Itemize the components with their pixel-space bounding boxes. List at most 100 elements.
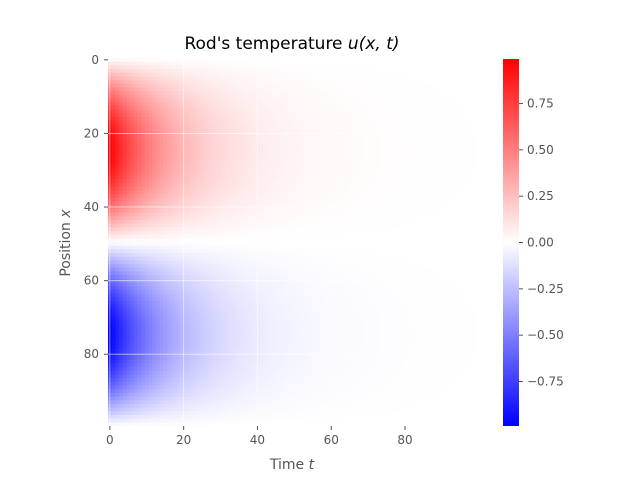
heatmap-cell xyxy=(137,194,142,199)
heatmap-cell xyxy=(266,300,271,305)
heatmap-cell xyxy=(137,256,142,261)
heatmap-cell xyxy=(259,153,264,158)
heatmap-cell xyxy=(251,216,256,221)
heatmap-cell xyxy=(285,61,290,66)
heatmap-cell xyxy=(270,76,275,81)
heatmap-cell xyxy=(262,212,268,217)
heatmap-cell xyxy=(178,194,183,199)
heatmap-cell xyxy=(270,124,275,129)
heatmap-cell xyxy=(130,356,135,361)
heatmap-cell xyxy=(141,98,146,103)
heatmap-cell xyxy=(288,83,293,88)
heatmap-cell xyxy=(244,385,249,390)
heatmap-cell xyxy=(192,356,197,361)
heatmap-cell xyxy=(133,418,138,423)
heatmap-cell xyxy=(115,348,120,353)
heatmap-cell xyxy=(203,109,209,114)
heatmap-cell xyxy=(229,378,234,383)
heatmap-cell xyxy=(133,157,138,162)
heatmap-cell xyxy=(262,348,268,353)
heatmap-cell xyxy=(163,322,168,328)
heatmap-cell xyxy=(137,385,142,390)
heatmap-cell xyxy=(148,326,153,331)
heatmap-cell xyxy=(196,219,201,224)
heatmap-cell xyxy=(207,190,212,195)
heatmap-cell xyxy=(270,194,275,199)
heatmap-cell xyxy=(285,138,290,144)
heatmap-cell xyxy=(251,293,256,298)
heatmap-cell xyxy=(111,201,116,206)
heatmap-cell xyxy=(233,400,238,405)
heatmap-cell xyxy=(152,330,157,335)
heatmap-cell xyxy=(192,91,197,96)
heatmap-cell xyxy=(218,264,223,269)
heatmap-cell xyxy=(226,124,231,129)
heatmap-cell xyxy=(200,289,205,294)
heatmap-cell xyxy=(196,216,201,221)
heatmap-cell xyxy=(229,345,234,350)
heatmap-cell xyxy=(178,345,183,350)
heatmap-cell xyxy=(148,87,153,92)
heatmap-cell xyxy=(222,378,227,383)
heatmap-cell xyxy=(163,403,168,408)
heatmap-cell xyxy=(262,260,268,265)
heatmap-cell xyxy=(155,179,161,184)
heatmap-cell xyxy=(192,61,197,66)
heatmap-cell xyxy=(266,227,271,232)
heatmap-cell xyxy=(277,242,282,247)
heatmap-cell xyxy=(126,157,131,162)
heatmap-cell xyxy=(211,138,216,144)
heatmap-cell xyxy=(222,65,227,70)
heatmap-cell xyxy=(170,414,175,420)
heatmap-cell xyxy=(266,374,271,379)
heatmap-cell xyxy=(152,359,157,364)
heatmap-cell xyxy=(189,385,194,390)
heatmap-cell xyxy=(130,72,135,77)
heatmap-cell xyxy=(240,69,245,74)
heatmap-cell xyxy=(155,135,161,140)
heatmap-cell xyxy=(126,378,131,383)
heatmap-cell xyxy=(196,264,201,269)
heatmap-cell xyxy=(240,315,245,320)
heatmap-cell xyxy=(288,80,293,85)
heatmap-cell xyxy=(259,102,264,107)
heatmap-cell xyxy=(266,275,271,280)
heatmap-cell xyxy=(251,392,256,397)
heatmap-cell xyxy=(226,230,231,236)
heatmap-cell xyxy=(155,201,161,206)
heatmap-cell xyxy=(115,219,120,224)
heatmap-cell xyxy=(133,396,138,401)
heatmap-cell xyxy=(167,359,172,364)
heatmap-cell xyxy=(189,183,194,188)
heatmap-cell xyxy=(274,94,279,99)
heatmap-cell xyxy=(233,138,238,144)
heatmap-cell xyxy=(288,389,293,394)
heatmap-cell xyxy=(141,80,146,85)
heatmap-cell xyxy=(167,311,172,316)
heatmap-cell xyxy=(137,98,142,103)
heatmap-cell xyxy=(251,183,256,188)
heatmap-cell xyxy=(163,378,168,383)
heatmap-cell xyxy=(141,116,146,121)
heatmap-cell xyxy=(167,356,172,361)
heatmap-cell xyxy=(144,414,149,420)
heatmap-cell xyxy=(152,219,157,224)
heatmap-cell xyxy=(130,65,135,70)
heatmap-cell xyxy=(174,146,179,151)
heatmap-cell xyxy=(233,286,238,291)
heatmap-cell xyxy=(111,153,116,158)
heatmap-cell xyxy=(244,109,249,114)
heatmap-cell xyxy=(185,370,190,375)
heatmap-cell xyxy=(174,359,179,364)
heatmap-cell xyxy=(274,124,279,129)
heatmap-cell xyxy=(167,308,172,313)
heatmap-cell xyxy=(126,127,131,132)
heatmap-cell xyxy=(189,216,194,221)
heatmap-cell xyxy=(170,337,175,342)
heatmap-cell xyxy=(163,150,168,155)
heatmap-cell xyxy=(111,297,116,302)
heatmap-cell xyxy=(237,300,242,305)
heatmap-cell xyxy=(288,72,293,77)
heatmap-cell xyxy=(259,201,264,206)
heatmap-cell xyxy=(259,120,264,125)
